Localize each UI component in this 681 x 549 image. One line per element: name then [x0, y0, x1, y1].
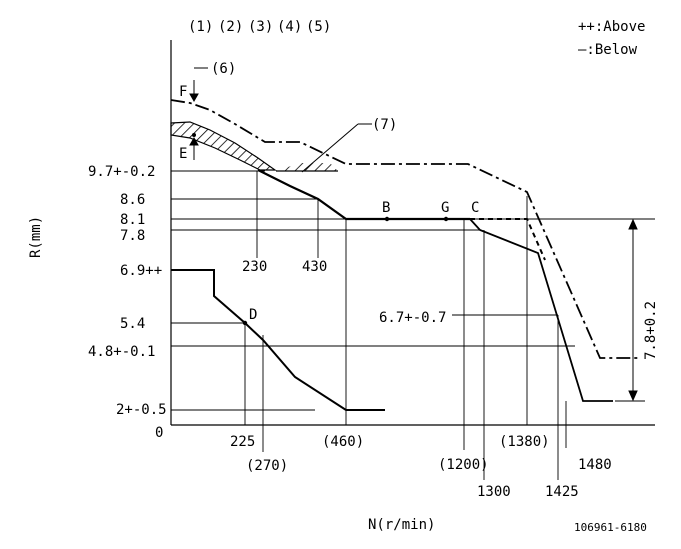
x-label-1425: 1425	[545, 484, 579, 500]
fe-arrows	[189, 67, 208, 160]
note-7: (7)	[372, 117, 397, 133]
y-label-9-7: 9.7+-0.2	[88, 164, 155, 180]
x-label-230: 230	[242, 259, 267, 275]
note-6: (6)	[211, 61, 236, 77]
right-dimension-arrow	[628, 218, 638, 402]
right-dimension-label: 7.8+0.2	[643, 301, 659, 360]
legend-below: —:Below	[578, 42, 638, 58]
column-marker-4: (4)	[277, 19, 302, 35]
dashed-continuation	[470, 218, 546, 261]
label-e: E	[179, 146, 187, 162]
column-marker-3: (3)	[248, 19, 273, 35]
y-label-7-8: 7.8	[120, 228, 145, 244]
y-label-8-1: 8.1	[120, 212, 145, 228]
x-label-225: 225	[230, 434, 255, 450]
mid-label: 6.7+-0.7	[379, 310, 446, 326]
x-label-430: 430	[302, 259, 327, 275]
point-label-g: G	[441, 200, 449, 216]
note7-leader	[301, 123, 359, 173]
below-curve-upper	[170, 99, 638, 359]
main-curve-tail	[469, 218, 613, 402]
legend-above: ++:Above	[578, 19, 645, 35]
y-label-8-6: 8.6	[120, 192, 145, 208]
x-label-1200: (1200)	[438, 457, 489, 473]
hatched-base	[276, 163, 338, 171]
hatched-tolerance-band	[170, 121, 277, 171]
y-label-2: 2+-0.5	[116, 402, 167, 418]
lower-curve	[171, 269, 385, 411]
point-markers	[192, 133, 449, 326]
x-label-1380: (1380)	[499, 434, 550, 450]
vertical-reference-lines	[244, 171, 567, 480]
column-marker-2: (2)	[218, 19, 243, 35]
point-label-c: C	[471, 200, 479, 216]
main-curve-solid	[257, 169, 470, 221]
drawing-code: 106961-6180	[574, 521, 647, 534]
column-marker-1: (1)	[188, 19, 213, 35]
label-f: F	[179, 84, 187, 100]
column-marker-5: (5)	[306, 19, 331, 35]
x-label-270: (270)	[246, 458, 288, 474]
origin-label: 0	[155, 425, 163, 441]
x-axis-title: N(r/min)	[368, 517, 435, 533]
point-label-b: B	[382, 200, 390, 216]
reference-lines	[171, 170, 655, 411]
y-label-5-4: 5.4	[120, 316, 145, 332]
x-label-460: (460)	[322, 434, 364, 450]
y-label-6-9: 6.9++	[120, 263, 162, 279]
x-label-1300: 1300	[477, 484, 511, 500]
y-axis-title: R(mm)	[28, 216, 44, 258]
y-label-4-8: 4.8+-0.1	[88, 344, 155, 360]
point-label-d: D	[249, 307, 257, 323]
x-label-1480: 1480	[578, 457, 612, 473]
